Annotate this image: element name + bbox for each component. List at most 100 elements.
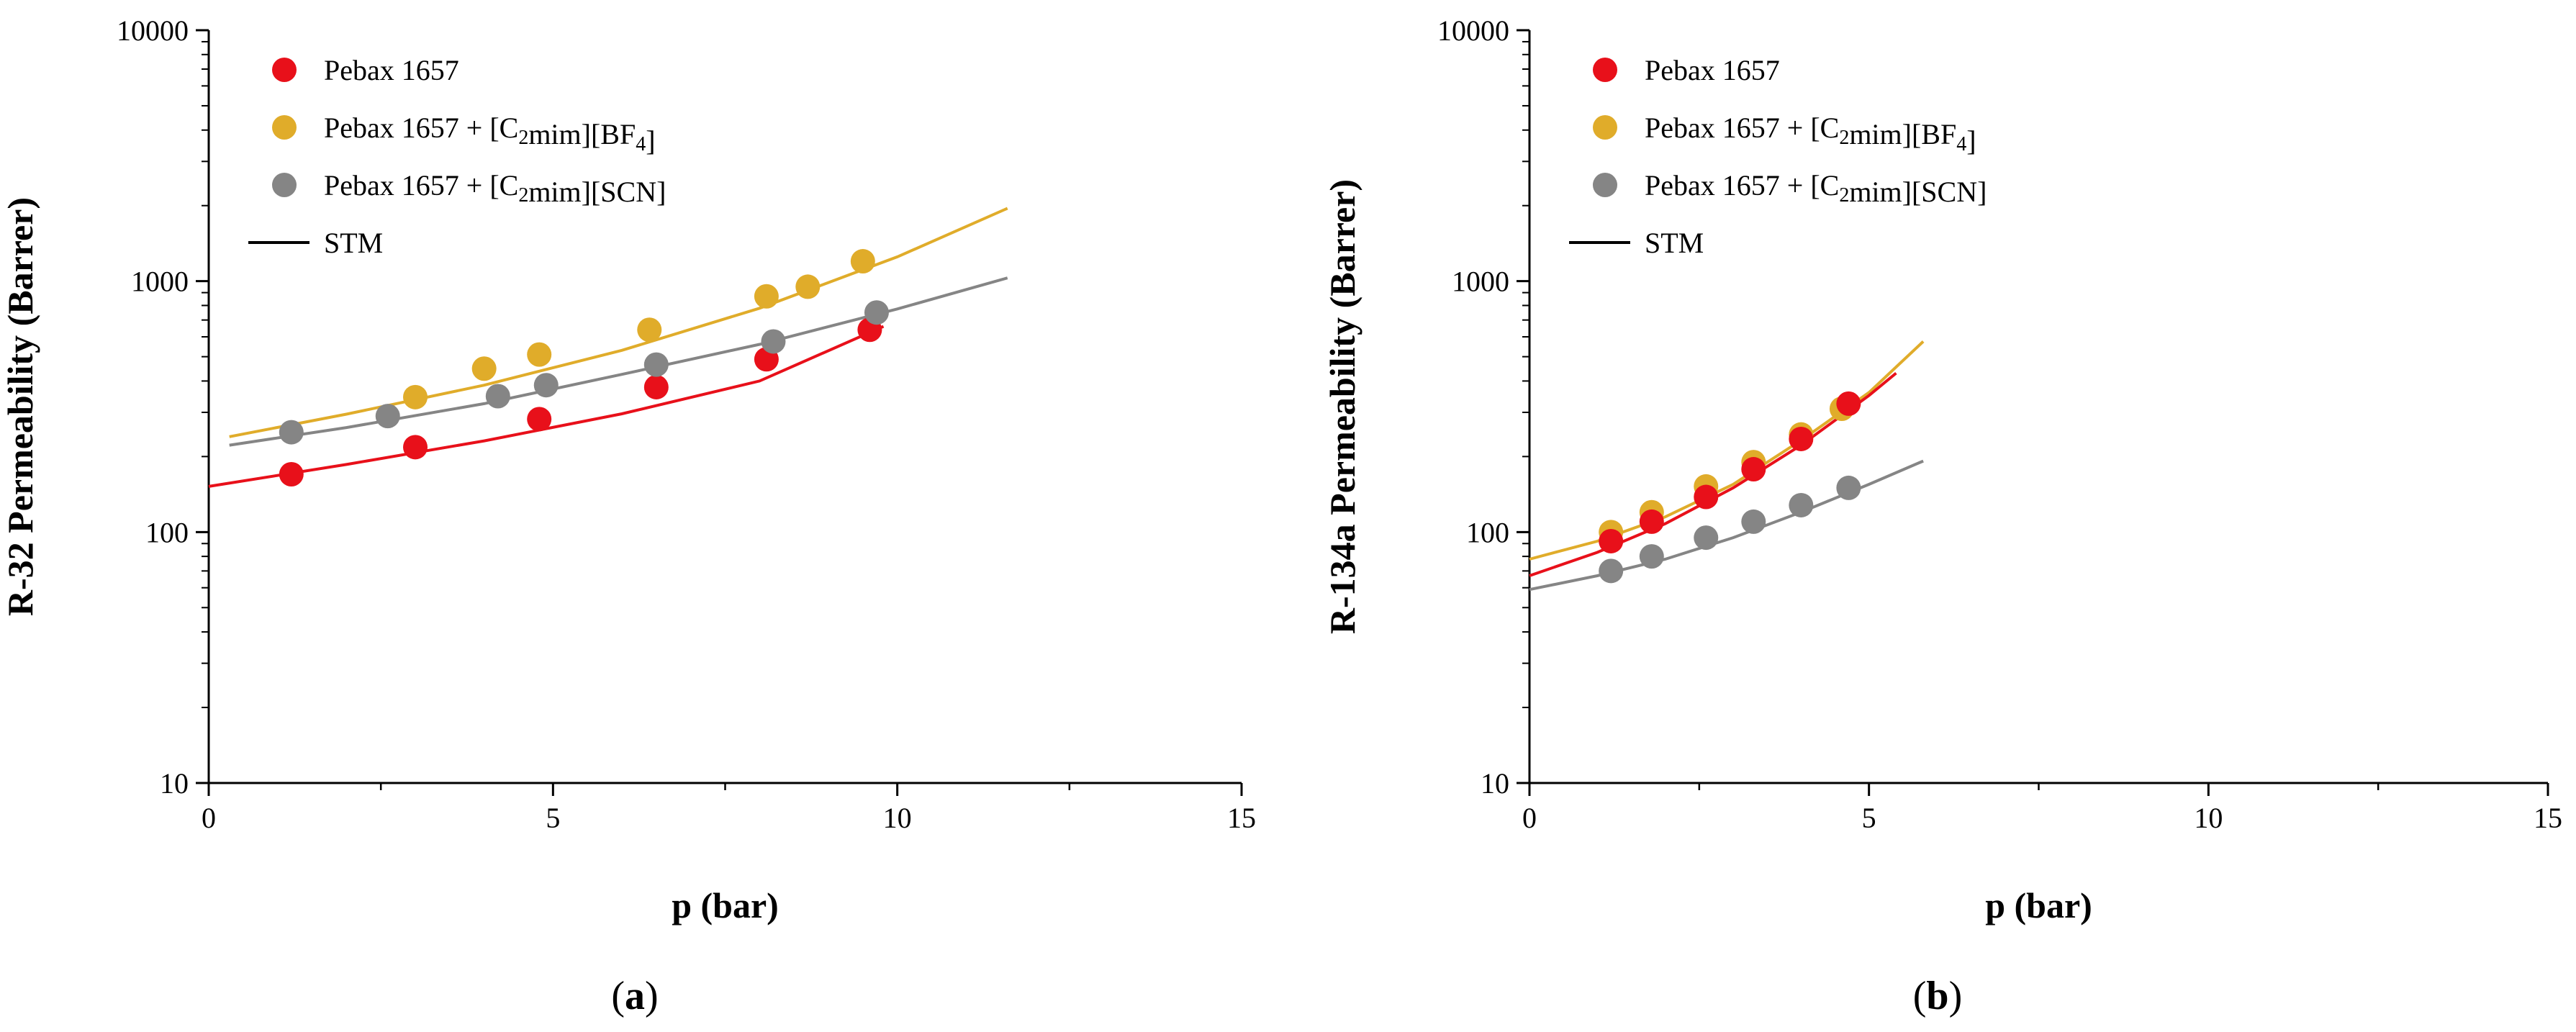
legend-label-part: ] <box>1966 125 1976 157</box>
x-tick-label: 10 <box>2194 802 2223 834</box>
data-point <box>1639 509 1664 534</box>
panel-label-paren: ) <box>1949 974 1963 1018</box>
data-point <box>279 420 304 445</box>
panel-label-paren: ( <box>1913 974 1927 1018</box>
stm-fit-line <box>229 207 1008 438</box>
data-point <box>643 374 669 399</box>
data-point <box>754 284 779 309</box>
panel-label: (b) <box>1913 974 1962 1018</box>
legend-label-part: Pebax 1657 + [C <box>1645 169 1839 202</box>
legend-label-part: 2 <box>1839 127 1849 149</box>
data-point <box>1694 525 1719 551</box>
y-tick-label: 100 <box>145 516 189 548</box>
legend-label: Pebax 1657 + [C2mim][SCN] <box>1645 169 1987 208</box>
legend-label: STM <box>1645 227 1704 259</box>
data-point <box>279 461 304 486</box>
legend-label-part: mim][BF <box>1849 118 1956 150</box>
data-point <box>527 407 552 432</box>
data-point <box>643 352 669 377</box>
legend-marker <box>272 173 297 197</box>
x-axis-label: p (bar) <box>672 885 779 925</box>
x-tick-label: 15 <box>1227 802 1256 834</box>
data-point <box>1789 492 1814 517</box>
legend-marker <box>272 115 297 140</box>
chart-panel-a: 0 5 10 15 10 100 1000 10000 p (bar) R-32 Permeabi… <box>0 14 1256 1018</box>
legend-label: Pebax 1657 + [C2mim][SCN] <box>324 169 666 208</box>
x-tick-label: 5 <box>1862 802 1876 834</box>
legend-label-part: 2 <box>1839 184 1849 207</box>
y-tick-label: 1000 <box>131 266 189 298</box>
y-tick-label: 10 <box>160 767 189 800</box>
legend-label-part: Pebax 1657 + [C <box>1645 112 1839 144</box>
data-point <box>1741 509 1766 534</box>
y-tick-label: 1000 <box>1452 266 1509 298</box>
legend-label-part: Pebax 1657 + [C <box>324 112 518 144</box>
data-point <box>1741 457 1766 482</box>
legend-label-part: STM <box>1645 227 1704 259</box>
x-tick-label: 10 <box>883 802 912 834</box>
legend-label-part: 2 <box>518 127 528 149</box>
chart-panel-b: 0 5 10 15 10 100 1000 10000 p (bar) R-134a Permea… <box>1322 14 2562 1018</box>
legend-marker <box>1593 115 1617 140</box>
data-point <box>533 373 559 398</box>
legend-marker <box>272 58 297 82</box>
data-point <box>864 300 889 325</box>
stm-fit-line <box>229 276 1008 447</box>
panel-label: (a) <box>611 974 658 1018</box>
panel-label-paren: ) <box>645 974 659 1018</box>
legend-label-part: mim][BF <box>528 118 636 150</box>
data-point <box>485 384 510 409</box>
data-point <box>403 384 428 409</box>
stm-fit-line <box>1529 371 1897 577</box>
y-tick-label: 10000 <box>1437 14 1509 47</box>
stm-fit-line <box>208 325 885 488</box>
legend-label: Pebax 1657 <box>324 54 459 86</box>
x-tick-label: 0 <box>1522 802 1537 834</box>
legend-label: Pebax 1657 + [C2mim][BF4] <box>324 112 656 157</box>
x-axis-label: p (bar) <box>1985 885 2092 925</box>
data-point <box>403 435 428 460</box>
x-tick-label: 0 <box>202 802 216 834</box>
data-point <box>1694 484 1719 510</box>
legend-marker <box>1593 58 1617 82</box>
y-axis-label: R-134a Permeability (Barrer) <box>1322 179 1362 634</box>
legend-label: STM <box>324 227 383 259</box>
data-point <box>1599 558 1624 584</box>
x-tick-label: 15 <box>2534 802 2562 834</box>
stm-fit-line <box>1529 459 1924 592</box>
data-point <box>850 249 875 274</box>
data-point <box>637 317 662 343</box>
legend-label-part: Pebax 1657 <box>324 54 459 86</box>
legend-label-part: Pebax 1657 <box>1645 54 1780 86</box>
data-point <box>795 274 821 299</box>
panel-label-paren: ( <box>611 974 625 1018</box>
legend-label-part: 4 <box>1956 133 1966 155</box>
legend-label-part: ] <box>646 125 655 157</box>
panel-label-letter: a <box>625 974 645 1018</box>
legend-label-part: mim][SCN] <box>1849 176 1987 208</box>
legend-label-part: mim][SCN] <box>528 176 666 208</box>
legend-label: Pebax 1657 + [C2mim][BF4] <box>1645 112 1976 157</box>
y-tick-label: 10000 <box>117 14 189 47</box>
y-tick-label: 100 <box>1466 516 1509 548</box>
legend-marker <box>1593 173 1617 197</box>
data-point <box>471 356 497 381</box>
data-point <box>761 329 786 354</box>
y-tick-label: 10 <box>1481 767 1509 800</box>
data-point <box>1789 426 1814 451</box>
y-axis-label: R-32 Permeability (Barrer) <box>0 197 40 616</box>
legend-label-part: 4 <box>636 133 646 155</box>
data-point <box>1836 475 1861 500</box>
legend-label-part: STM <box>324 227 383 259</box>
stm-fit-line <box>1529 340 1925 561</box>
data-point <box>375 404 400 429</box>
legend-label-part: Pebax 1657 + [C <box>324 169 518 202</box>
legend-label-part: 2 <box>518 184 528 207</box>
data-point <box>527 342 552 367</box>
data-point <box>1599 528 1624 553</box>
x-tick-label: 5 <box>546 802 560 834</box>
data-point <box>1836 391 1861 416</box>
data-point <box>1639 544 1664 569</box>
panel-label-letter: b <box>1926 974 1948 1018</box>
